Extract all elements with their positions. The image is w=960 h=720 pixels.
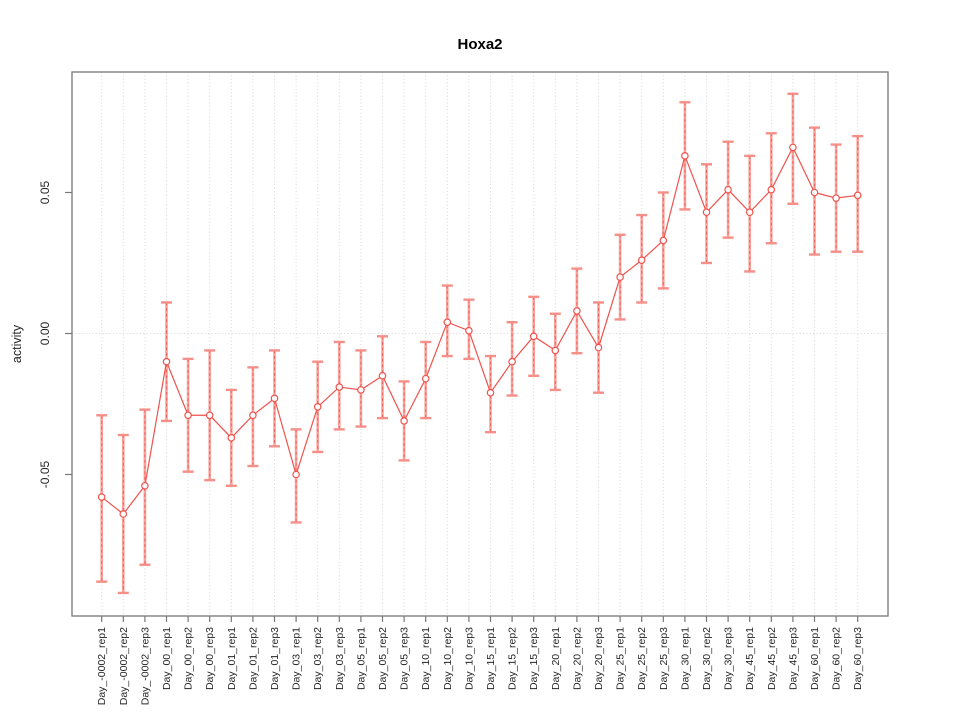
data-point	[832, 194, 840, 202]
x-tick-label: Day_15_rep1	[485, 627, 497, 690]
plot-area: Day_-0002_rep1 Day_-0002_rep2 Day_-0002_re…	[38, 71, 889, 705]
y-axis-label: activity	[10, 324, 24, 363]
data-point	[681, 152, 689, 160]
x-tick-label: Day_45_rep1	[744, 627, 756, 690]
data-point	[119, 510, 128, 518]
data-point	[465, 326, 473, 335]
x-tick-label: Day_-0002_rep1	[96, 627, 108, 705]
x-tick-label: Day_05_rep1	[355, 627, 367, 690]
data-point	[270, 394, 279, 403]
data-point	[443, 318, 452, 327]
data-point	[659, 236, 668, 245]
x-tick-label: Day_-0002_rep2	[118, 627, 130, 705]
x-tick-label: Day_25_rep1	[615, 627, 627, 690]
x-tick-label: Day_45_rep3	[787, 627, 799, 690]
data-point	[335, 383, 344, 391]
y-tick-label: 0.05	[38, 180, 52, 204]
x-tick-label: Day_60_rep2	[831, 627, 843, 690]
data-point	[400, 417, 408, 425]
x-tick-label: Day_05_rep3	[399, 627, 411, 690]
x-tick-label: Day_15_rep2	[507, 627, 519, 690]
data-point	[616, 273, 624, 281]
x-tick-label: Day_03_rep1	[291, 627, 303, 690]
data-point	[162, 357, 171, 366]
y-tick-label: 0.00	[38, 321, 52, 345]
series-line	[101, 146, 858, 515]
x-tick-label: Day_-0002_rep3	[139, 627, 151, 705]
data-point	[508, 357, 516, 366]
data-point	[853, 191, 862, 200]
data-point	[789, 143, 797, 152]
data-point	[292, 470, 300, 479]
data-point	[313, 403, 322, 411]
x-tick-label: Day_15_rep3	[528, 627, 540, 690]
x-tick-label: Day_25_rep3	[658, 627, 670, 690]
data-point	[637, 256, 646, 264]
x-tick-label: Day_03_rep3	[334, 627, 346, 690]
data-point	[378, 371, 387, 380]
data-point	[357, 386, 365, 394]
data-point	[529, 332, 538, 341]
x-tick-label: Day_20_rep1	[550, 627, 562, 690]
data-point	[551, 346, 560, 355]
data-point	[227, 434, 236, 442]
x-tick-label: Day_03_rep2	[312, 627, 324, 690]
data-point	[421, 374, 430, 383]
x-tick-label: Day_01_rep3	[269, 627, 281, 690]
x-tick-label: Day_60_rep1	[809, 627, 821, 690]
data-point	[724, 185, 732, 194]
x-tick-label: Day_10_rep3	[463, 627, 475, 690]
x-tick-label: Day_00_rep1	[161, 627, 173, 690]
data-point	[184, 411, 192, 420]
y-tick-label: -0.05	[38, 461, 52, 489]
x-tick-label: Day_30_rep1	[679, 627, 691, 690]
x-tick-label: Day_01_rep1	[226, 627, 238, 690]
plot-border	[71, 71, 889, 617]
x-tick-label: Day_10_rep1	[420, 627, 432, 690]
data-point	[594, 343, 603, 352]
x-tick-label: Day_25_rep2	[636, 627, 648, 690]
x-tick-label: Day_10_rep2	[442, 627, 454, 690]
x-tick-label: Day_00_rep3	[204, 627, 216, 690]
data-point	[745, 208, 754, 217]
data-point	[205, 411, 214, 420]
data-point	[141, 481, 149, 490]
x-tick-label: Day_45_rep2	[766, 627, 778, 690]
data-point	[573, 307, 581, 315]
x-tick-label: Day_20_rep3	[593, 627, 605, 690]
data-point	[486, 388, 495, 397]
x-tick-label: Day_00_rep2	[183, 627, 195, 690]
data-point	[810, 188, 819, 197]
x-tick-label: Day_01_rep2	[247, 627, 259, 690]
data-point	[702, 208, 711, 217]
plot-title: Hoxa2	[457, 36, 502, 53]
x-tick-label: Day_20_rep2	[571, 627, 583, 690]
x-tick-label: Day_30_rep2	[701, 627, 713, 690]
data-point	[97, 493, 106, 501]
data-point	[767, 185, 776, 194]
data-point	[249, 411, 257, 420]
x-tick-label: Day_30_rep3	[723, 627, 735, 690]
x-tick-label: Day_60_rep3	[852, 627, 864, 690]
x-tick-label: Day_05_rep2	[377, 627, 389, 690]
